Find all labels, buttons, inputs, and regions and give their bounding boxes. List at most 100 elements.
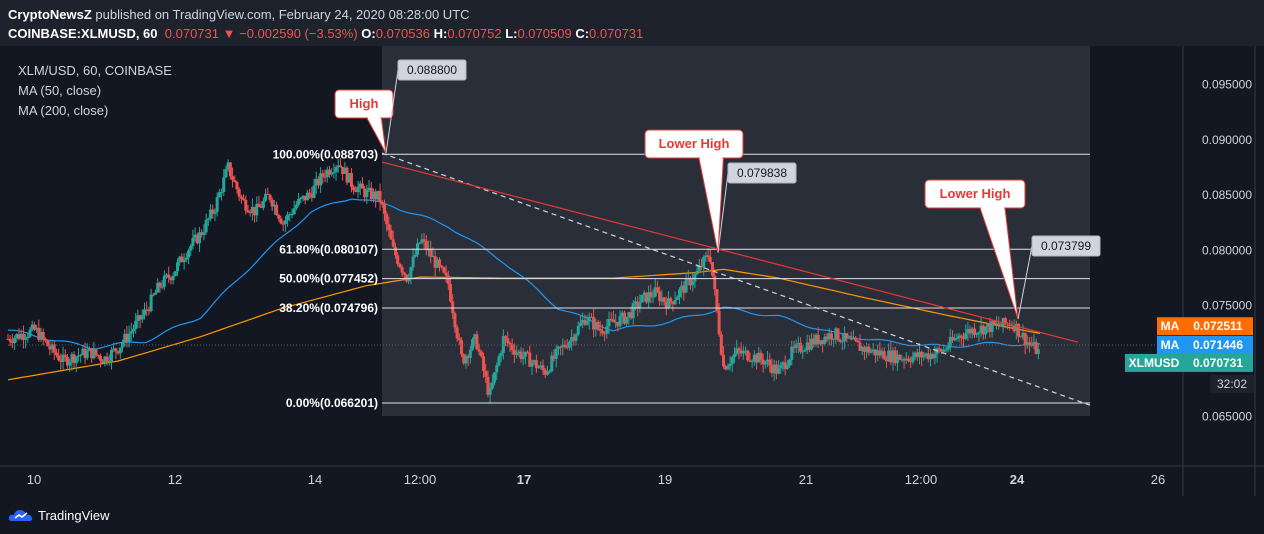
candle-body: [552, 355, 556, 359]
candle-body: [633, 301, 637, 304]
candle-body: [869, 351, 873, 353]
candle-body: [603, 333, 607, 335]
candle-body: [726, 366, 730, 370]
candle-body: [1032, 342, 1036, 346]
legend-ma200[interactable]: MA (200, close): [18, 103, 109, 118]
candle-body: [711, 262, 715, 276]
candle-body: [281, 223, 285, 225]
candle-body: [990, 321, 994, 333]
candle-body: [90, 348, 94, 359]
candle-body: [827, 333, 831, 340]
candle-body: [336, 165, 340, 168]
candle-body: [433, 256, 437, 268]
time-tick-label: 17: [517, 472, 531, 487]
candle-body: [195, 234, 199, 244]
callout-label: High: [350, 96, 379, 111]
candle-body: [398, 263, 402, 268]
candle-body: [836, 328, 840, 341]
candle-body: [499, 352, 503, 357]
candle-body: [356, 187, 360, 193]
candle-body: [65, 356, 69, 366]
candle-body: [460, 340, 464, 355]
chart-legend: XLM/USD, 60, COINBASE MA (50, close) MA …: [18, 61, 172, 121]
candle-body: [526, 351, 530, 353]
candle-body: [631, 303, 635, 319]
fib-label: 0.00%(0.066201): [286, 396, 378, 410]
candle-body: [1023, 332, 1027, 346]
candle-body: [182, 259, 186, 263]
open-label: O:: [361, 26, 376, 41]
tradingview-logo[interactable]: TradingView: [8, 507, 110, 523]
price-box: [1031, 235, 1101, 257]
candle-body: [759, 352, 763, 360]
candle-body: [677, 289, 681, 298]
candle-body: [173, 271, 177, 276]
candle-body: [867, 346, 871, 353]
candle-body: [41, 332, 45, 339]
candle-body: [733, 353, 737, 358]
candle-body: [466, 356, 470, 358]
candle-body: [149, 294, 153, 312]
candle-body: [301, 195, 305, 198]
candle-body: [310, 193, 314, 198]
candle-body: [594, 322, 598, 330]
candle-body: [975, 333, 979, 335]
legend-ma50[interactable]: MA (50, close): [18, 83, 102, 98]
candle-body: [777, 368, 781, 374]
candle-body: [407, 278, 411, 282]
candle-body: [587, 316, 591, 322]
candle-body: [768, 359, 772, 366]
time-axis[interactable]: 10 12 14 12:00 17 19 21 12:00 24 26: [27, 472, 1165, 487]
candle-body: [673, 300, 677, 305]
candle-body: [649, 292, 653, 297]
candle-body: [893, 350, 897, 364]
candle-body: [807, 342, 811, 350]
candle-body: [26, 336, 30, 339]
candle-body: [570, 337, 574, 342]
candle-body: [79, 354, 83, 356]
candle-body: [858, 342, 862, 351]
candle-body: [984, 326, 988, 335]
price-chart[interactable]: 100.00%(0.088703) 61.80%(0.080107) 50.00%(…: [0, 46, 1264, 496]
time-tick-label: 12:00: [404, 472, 437, 487]
cloud-icon: [8, 510, 33, 521]
candle-body: [239, 196, 243, 199]
candle-body: [453, 313, 457, 328]
callout-joint: [699, 155, 723, 159]
candle-body: [10, 341, 14, 344]
callout-box: [924, 179, 1026, 209]
candle-body: [468, 349, 472, 358]
candle-body: [438, 259, 442, 266]
candle-body: [50, 344, 54, 350]
publisher-name[interactable]: CryptoNewsZ: [8, 7, 92, 22]
price-axis[interactable]: 0.095000 0.090000 0.085000 0.080000 0.075000…: [8, 78, 1254, 424]
candle-body: [724, 366, 728, 370]
candle-body: [757, 352, 761, 363]
candle-body: [792, 346, 796, 348]
candle-body: [825, 336, 829, 340]
candle-body: [244, 199, 248, 211]
candle-body: [948, 337, 952, 348]
candle-body: [953, 338, 957, 341]
price-box-value: 0.073799: [1041, 239, 1091, 253]
published-text: published on TradingView.com, February 2…: [95, 7, 470, 22]
candle-body: [583, 319, 587, 325]
candle-body: [638, 302, 642, 308]
ma50-path: [7, 198, 1041, 350]
candle-body: [823, 336, 827, 344]
time-tick-label: 14: [308, 472, 322, 487]
candle-body: [268, 194, 272, 200]
candle-body: [142, 309, 146, 316]
candle-body: [508, 343, 512, 345]
candle-body: [19, 333, 23, 339]
candle-body: [889, 350, 893, 363]
legend-title[interactable]: XLM/USD, 60, COINBASE: [18, 63, 172, 78]
candle-body: [217, 192, 221, 198]
axis-tag-label-box: [1157, 317, 1183, 336]
candle-body: [160, 286, 164, 288]
candle-body: [341, 166, 345, 174]
candle-body: [156, 282, 160, 293]
candle-body: [832, 338, 836, 340]
candle-body: [246, 210, 250, 213]
candle-body: [1017, 323, 1021, 337]
